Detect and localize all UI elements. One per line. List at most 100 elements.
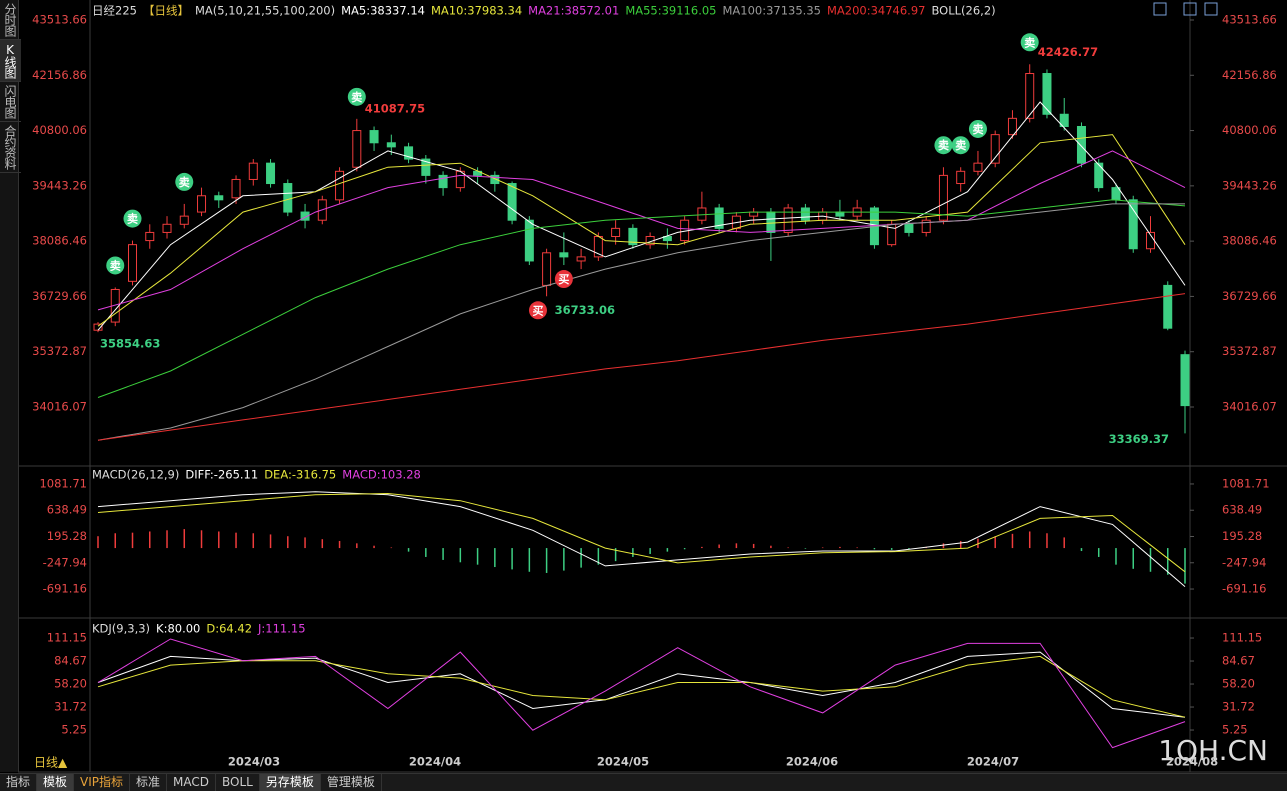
candle-body [197,195,207,213]
y-tick-label: 195.28 [1222,529,1262,543]
y-tick-label: -247.94 [43,555,87,569]
x-tick-label: 2024/07 [967,755,1019,769]
legend-item: MA200:34746.97 [827,4,926,18]
candle-body [490,174,500,185]
sidebar-tab[interactable]: 分时图 [0,0,21,40]
footer-tab[interactable]: 标准 [130,774,168,791]
candle-body [93,323,103,331]
price-label: 42426.77 [1038,45,1098,59]
y-tick-label: 638.49 [47,503,87,517]
candle-body [990,134,1000,164]
period-label: 日线▲ [34,756,68,770]
y-tick-label: 1081.71 [1222,476,1270,490]
signal-marker [934,136,953,155]
sidebar-tab[interactable]: 闪电图 [0,82,21,122]
x-tick-label: 2024/04 [409,755,461,769]
signal-marker [951,136,970,155]
candle-body [956,170,966,185]
y-tick-label: 42156.86 [1222,68,1277,82]
y-tick-label: 34016.07 [32,399,87,413]
indicator-line [97,134,1186,327]
indicator-line [97,199,1186,398]
footer-tabs: 指标 模板 VIP指标 标准 MACD BOLL 另存模板 管理模板 [0,773,1287,791]
indicator-line [97,651,1186,718]
candle-body [335,170,345,201]
candle-body [714,207,724,229]
footer-tab[interactable]: 管理模板 [321,774,382,791]
y-tick-label: 43513.66 [32,12,87,26]
candle-body [628,227,638,246]
legend-item: MA21:38572.01 [528,4,619,18]
y-tick-label: 31.72 [1222,700,1255,714]
candle-body [749,211,759,217]
y-tick-label: 36729.66 [32,289,87,303]
boll: BOLL(26,2) [931,4,995,18]
price-label: 36733.06 [555,303,615,317]
signal-label: 买 [532,304,543,317]
indicator-line [97,203,1185,441]
y-tick-label: 34016.07 [1222,399,1277,413]
indicator-line [97,655,1186,718]
legend-item: MA100:37135.35 [722,4,821,18]
y-tick-label: 39443.26 [1222,178,1277,192]
candle-body [1025,73,1035,119]
candle-body [507,183,517,221]
y-tick-label: 31.72 [54,700,87,714]
signal-marker [528,301,547,320]
indicator-line [97,492,1186,573]
y-tick-label: 638.49 [1222,503,1262,517]
legend-item: DEA:-316.75 [264,468,336,482]
candle-body [1059,113,1069,127]
y-tick-label: 84.67 [1222,654,1255,668]
footer-tab[interactable]: 另存模板 [259,774,321,791]
candle-body [662,236,672,242]
legend-item: MA10:37983.34 [431,4,522,18]
candle-body [214,195,224,201]
y-tick-label: 58.20 [1222,677,1255,691]
signal-label: 卖 [179,175,190,189]
y-tick-label: 38086.46 [32,234,87,248]
candle-body [904,223,914,233]
legend-item: J:111.15 [257,622,306,636]
y-tick-label: 5.25 [1222,723,1248,737]
candle-body [783,207,793,233]
legend-item: D:64.42 [206,622,252,636]
candle-body [1128,199,1138,250]
candle-body [248,162,258,180]
candle-body [559,252,569,258]
candle-body [438,174,448,189]
y-tick-label: 36729.66 [1222,289,1277,303]
y-tick-label: -247.94 [1222,555,1266,569]
y-tick-label: 58.20 [54,677,87,691]
period: 【日线】 [143,4,189,18]
toolbar-icons[interactable] [1153,2,1218,16]
indicator-line [97,101,1186,331]
candle-body [938,174,948,221]
signal-label: 卖 [127,212,138,226]
footer-tab[interactable]: BOLL [216,774,260,791]
y-tick-label: 43513.66 [1222,12,1277,26]
sidebar-tab[interactable]: 合约资料 [0,122,21,173]
candle-body [766,211,776,233]
footer-tab[interactable]: MACD [167,774,217,791]
candle-body [576,256,586,262]
signal-marker [968,119,987,138]
candle-body [835,211,845,217]
panel-title: MACD(26,12,9) [92,468,179,482]
candle-body [352,130,362,168]
x-tick-label: 2024/05 [597,755,649,769]
y-tick-label: 39443.26 [32,178,87,192]
signal-marker [175,172,194,191]
sidebar-tab[interactable]: K线图 [0,40,21,82]
footer-tab[interactable]: VIP指标 [74,774,131,791]
indicator-line [97,491,1186,587]
candle-body [386,142,396,148]
legend-item: MACD:103.28 [342,468,421,482]
indicator-line [97,150,1186,311]
footer-tab[interactable]: 模板 [37,774,75,791]
footer-tab[interactable]: 指标 [0,774,38,791]
y-tick-label: 42156.86 [32,68,87,82]
y-tick-label: 1081.71 [39,476,87,490]
candle-body [179,215,189,225]
candle-body [231,178,241,199]
